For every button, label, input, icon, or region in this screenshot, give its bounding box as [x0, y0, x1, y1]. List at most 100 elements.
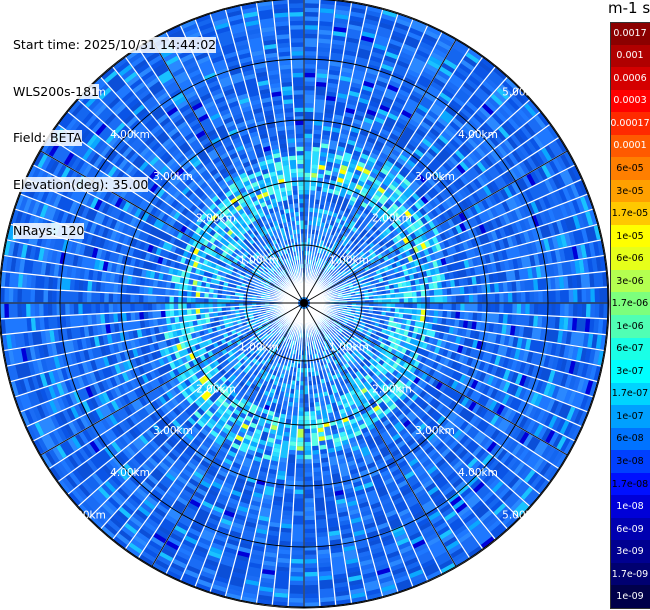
ray-gate-cells [382, 386, 390, 394]
ray-gate-cells [486, 441, 497, 453]
lidar-location-marker [300, 299, 308, 307]
ray-separator [304, 2, 353, 298]
ray-gate-cells [193, 248, 200, 255]
ray-gate-cells [206, 321, 257, 346]
ray-gate-cells [273, 380, 300, 603]
ray-gate-cells [231, 403, 282, 579]
ray-gate-cells [310, 210, 424, 298]
ray-gate-cells [289, 155, 296, 161]
ray-gate-cells [412, 539, 426, 549]
ray-gate-cells [78, 330, 272, 497]
ray-gate-cells [0, 272, 270, 302]
ray-separator [179, 25, 303, 298]
ray-gate-cells [148, 55, 302, 300]
ray-gate-cells [104, 113, 295, 295]
ray-gate-cells [395, 219, 424, 242]
ray-gate-cells [304, 172, 311, 178]
ray-gate-cells [210, 408, 233, 438]
ray-gate-cells [424, 240, 431, 248]
ray-gate-cells [314, 309, 395, 360]
ray-gate-cells [244, 422, 257, 441]
ray-gate-cells [147, 244, 154, 253]
ray-separator [306, 47, 471, 299]
ray-gate-cells [285, 182, 292, 192]
ray-gate-cells [29, 246, 215, 289]
ray-gate-cells [345, 216, 577, 292]
ray-gate-cells [314, 166, 522, 297]
ray-gate-cells [308, 310, 380, 424]
ray-gate-cells [352, 173, 361, 180]
ray-gate-cells [305, 306, 436, 569]
ray-gate-cells [231, 403, 258, 450]
ray-gate-cells [337, 320, 575, 455]
ray-gate-cells [188, 69, 296, 284]
ray-gate-cells [290, 168, 297, 174]
ray-gate-cells [124, 315, 293, 512]
ray-gate-cells [304, 51, 317, 277]
ray-gate-cells [235, 423, 249, 442]
ray-gate-cells [256, 193, 264, 200]
ray-gate-cells [314, 310, 529, 478]
ray-gate-cells [344, 327, 470, 407]
ray-gate-cells [315, 406, 327, 450]
ray-gate-cells [96, 158, 280, 287]
ray-gate-cells [318, 164, 326, 170]
ray-gate-cells [396, 173, 405, 182]
ray-gate-cells [251, 181, 267, 208]
ray-gate-cells [198, 377, 206, 385]
azimuth-spoke [303, 302, 457, 567]
ray-gate-cells [354, 430, 362, 437]
ray-separator [0, 286, 299, 304]
ray-gate-cells [384, 378, 465, 457]
ray-gate-cells [440, 257, 447, 266]
ray-separator [32, 305, 299, 442]
ray-gate-cells [305, 3, 335, 282]
ray-gate-cells [337, 312, 543, 379]
ray-separator [48, 136, 300, 301]
ray-gate-cells [178, 303, 183, 310]
ray-gate-cells [214, 358, 258, 408]
ray-gate-cells [262, 173, 275, 196]
ray-gate-cells [248, 428, 262, 452]
ray-gate-cells [184, 61, 292, 276]
ray-gate-cells [389, 238, 435, 264]
ray-gate-cells [241, 332, 300, 604]
ray-gate-cells [428, 377, 548, 456]
ray-gate-cells [496, 404, 556, 444]
ray-gate-cells [308, 31, 422, 292]
ray-gate-cells [364, 374, 397, 411]
ray-gate-cells [399, 182, 584, 266]
ray-gate-cells [321, 272, 608, 302]
ray-gate-cells [230, 197, 238, 205]
azimuth-spoke [303, 302, 568, 456]
ray-gate-cells [413, 221, 421, 230]
ray-gate-cells [306, 13, 349, 278]
ray-gate-cells [389, 316, 394, 322]
ray-gate-cells [4, 304, 274, 334]
ray-gate-cells [124, 71, 289, 283]
ray-gate-cells [196, 316, 288, 396]
ray-gate-cells [359, 248, 566, 294]
ray-gate-cells [304, 108, 334, 295]
ray-gate-cells [311, 307, 541, 452]
ray-gate-cells [65, 305, 301, 489]
ray-gate-cells [391, 201, 422, 229]
ray-gate-cells [224, 401, 246, 431]
ray-gate-cells [118, 322, 288, 519]
ray-gate-cells [192, 312, 286, 366]
ray-gate-cells [356, 289, 587, 303]
ray-gate-cells [69, 311, 276, 378]
ray-gate-cells [106, 307, 279, 344]
ray-gate-cells [64, 135, 287, 292]
ray-gate-cells [310, 164, 319, 191]
ray-gate-cells [225, 201, 233, 209]
azimuth-spoke [303, 150, 568, 304]
colorbar-level: 1e-07 [610, 405, 650, 428]
ray-separator [309, 286, 608, 304]
ray-gate-cells [306, 306, 467, 562]
ray-gate-cells [262, 145, 271, 152]
ray-gate-cells [162, 138, 296, 294]
ray-gate-cells [28, 183, 281, 294]
ray-gate-cells [394, 308, 400, 313]
ray-gate-cells [340, 394, 357, 425]
